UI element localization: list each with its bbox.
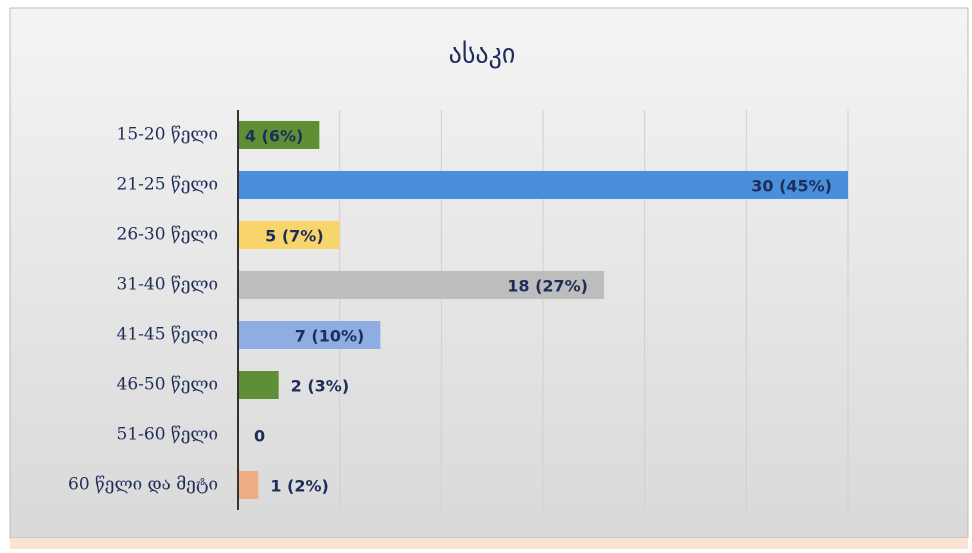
data-label: 7 (10%) bbox=[295, 327, 365, 346]
data-label: 30 (45%) bbox=[751, 177, 832, 196]
data-label: 18 (27%) bbox=[507, 277, 588, 296]
bar bbox=[238, 121, 320, 149]
y-tick-label: 46-50 წელი bbox=[117, 375, 218, 395]
data-label: 4 (6%) bbox=[245, 127, 304, 146]
bottom-strip bbox=[10, 538, 968, 549]
bar bbox=[238, 471, 259, 499]
data-label: 2 (3%) bbox=[291, 377, 350, 396]
y-tick-label: 60 წელი და მეტი bbox=[68, 475, 218, 495]
chart-title: ასაკი bbox=[449, 40, 516, 70]
data-label: 1 (2%) bbox=[270, 477, 329, 496]
y-tick-label: 26-30 წელი bbox=[117, 225, 218, 245]
y-tick-label: 31-40 წელი bbox=[117, 275, 218, 295]
data-label: 5 (7%) bbox=[265, 227, 324, 246]
data-label: 0 bbox=[254, 427, 265, 446]
y-tick-label: 15-20 წელი bbox=[117, 125, 218, 145]
y-tick-label: 21-25 წელი bbox=[117, 175, 218, 195]
y-tick-label: 51-60 წელი bbox=[117, 425, 218, 445]
bar bbox=[238, 321, 381, 349]
bar bbox=[238, 271, 604, 299]
bar bbox=[238, 221, 340, 249]
bar bbox=[238, 171, 848, 199]
y-tick-label: 41-45 წელი bbox=[117, 325, 218, 345]
bar bbox=[238, 371, 279, 399]
